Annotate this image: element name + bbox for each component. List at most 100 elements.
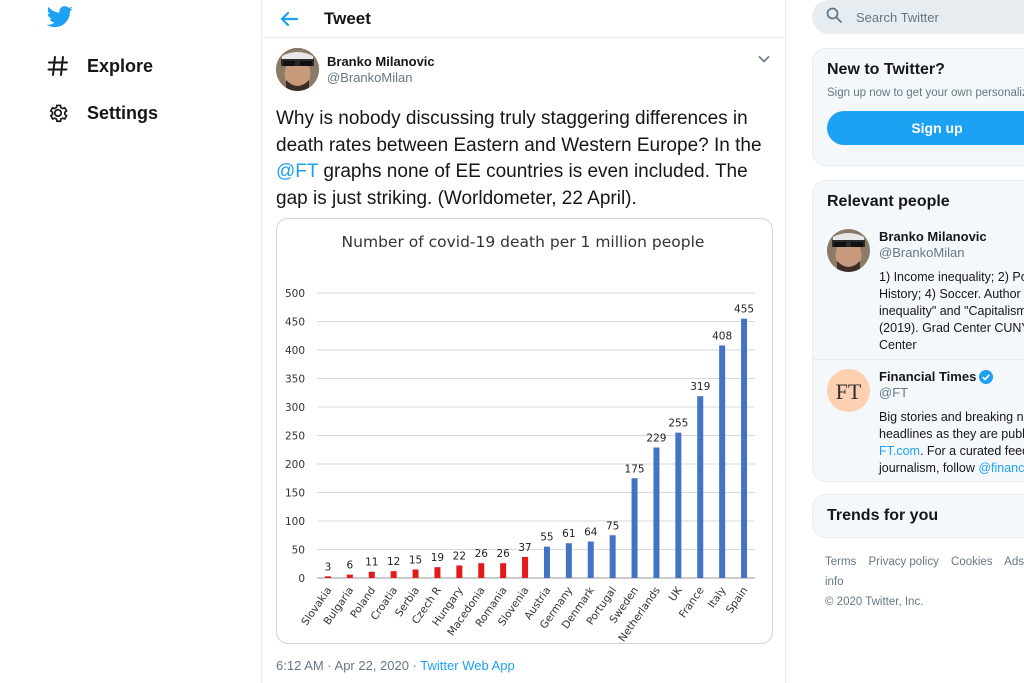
- bio-line: 1) Income inequality; 2) Political philo…: [879, 270, 1024, 284]
- footer-link-privacy[interactable]: Privacy policy: [868, 556, 939, 568]
- y-tick-label: 250: [285, 431, 305, 443]
- bar-spain: [741, 318, 748, 578]
- bar-serbia: [412, 569, 419, 578]
- copyright: © 2020 Twitter, Inc.: [825, 596, 924, 608]
- avatar[interactable]: [827, 229, 870, 272]
- bio-text: . For a curated feed of: [919, 444, 1024, 458]
- bio-line: Center: [879, 338, 917, 352]
- bio-line: inequality" and "Capitalism, Alone": [879, 304, 1024, 318]
- data-label: 6: [347, 560, 354, 572]
- tweet-header: Tweet: [262, 0, 785, 38]
- bar-bulgaria: [346, 574, 353, 578]
- tweet-timestamp[interactable]: 6:12 AM · Apr 22, 2020 ·: [276, 658, 421, 673]
- y-tick-label: 500: [285, 288, 305, 300]
- divider: [813, 359, 1024, 360]
- person-name[interactable]: Branko Milanovic: [879, 229, 987, 244]
- nav-settings-label: Settings: [87, 102, 159, 123]
- data-label: 255: [668, 418, 688, 430]
- person-handle: @BrankoMilan: [879, 245, 965, 260]
- mention-link[interactable]: @FT: [276, 161, 319, 182]
- bar-france: [697, 396, 704, 578]
- hashtag-icon: [46, 54, 70, 78]
- footer-link-ads[interactable]: Ads info: [825, 556, 1024, 588]
- y-tick-label: 100: [285, 516, 305, 528]
- person-bio: 1) Income inequality; 2) Political philo…: [879, 269, 1024, 354]
- twitter-logo-icon[interactable]: [46, 6, 74, 28]
- ft-logo-avatar[interactable]: FT: [827, 369, 870, 412]
- footer-link-cookies[interactable]: Cookies: [951, 556, 993, 568]
- verified-badge-icon: [979, 370, 994, 384]
- tweet-text-part2: graphs none of EE countries is even incl…: [276, 161, 748, 209]
- data-label: 55: [540, 532, 553, 544]
- data-label: 15: [409, 554, 422, 566]
- footer-link-terms[interactable]: Terms: [825, 556, 857, 568]
- trends-title: Trends for you: [827, 507, 939, 524]
- bar-romania: [500, 563, 507, 578]
- bar-denmark: [587, 541, 594, 578]
- y-tick-label: 450: [285, 317, 305, 329]
- data-label: 11: [365, 557, 378, 569]
- bio-link[interactable]: FT.com: [879, 444, 920, 458]
- signup-button[interactable]: Sign up: [827, 111, 1024, 145]
- tweet-text: Why is nobody discussing truly staggerin…: [276, 106, 776, 212]
- bar-portugal: [609, 535, 616, 578]
- search-bar[interactable]: [812, 0, 1024, 34]
- tweet-source[interactable]: Twitter Web App: [420, 658, 515, 673]
- relevant-people-card: Relevant people Branko Milanovic @Branko…: [812, 180, 1024, 482]
- data-label: 26: [496, 548, 510, 560]
- bio-line: Big stories and breaking news: [879, 410, 1024, 424]
- data-label: 64: [584, 527, 598, 539]
- y-tick-label: 0: [298, 573, 305, 585]
- gear-icon: [46, 101, 70, 125]
- person-name[interactable]: Financial Times: [879, 369, 1024, 385]
- footer: Terms Privacy policy Cookies Ads info © …: [825, 552, 1024, 612]
- data-label: 12: [387, 556, 400, 568]
- author-name: Branko Milanovic: [327, 53, 435, 69]
- bar-netherlands: [653, 447, 660, 578]
- bar-chart: Number of covid-19 death per 1 million p…: [285, 233, 755, 643]
- person-handle: @FT: [879, 385, 909, 400]
- bio-line: History; 4) Soccer. Author of "Global: [879, 287, 1024, 301]
- tweet-author[interactable]: Branko Milanovic @BrankoMilan: [276, 48, 435, 91]
- bio-mention[interactable]: @financialtimes: [978, 461, 1024, 475]
- nav-explore[interactable]: Explore: [46, 54, 153, 78]
- right-sidebar: New to Twitter? Sign up now to get your …: [800, 0, 1024, 683]
- data-label: 3: [325, 561, 332, 573]
- search-input[interactable]: [856, 9, 1024, 25]
- data-label: 75: [606, 520, 619, 532]
- main-column: Tweet Branko Milanovic @BrankoMilan Why …: [261, 0, 786, 683]
- data-label: 37: [518, 542, 531, 554]
- chart-title: Number of covid-19 death per 1 million p…: [342, 233, 705, 251]
- new-to-twitter-card: New to Twitter? Sign up now to get your …: [812, 48, 1024, 166]
- tweet-media-chart[interactable]: Number of covid-19 death per 1 million p…: [276, 218, 773, 644]
- person-bio: Big stories and breaking news headlines …: [879, 409, 1024, 477]
- bio-line: journalism, follow @financialtimes: [879, 460, 1024, 477]
- x-tick-label: Spain: [724, 585, 751, 616]
- new-to-twitter-title: New to Twitter?: [827, 61, 945, 78]
- bar-germany: [565, 543, 572, 578]
- trends-card: Trends for you: [812, 494, 1024, 538]
- author-handle: @BrankoMilan: [327, 69, 413, 85]
- nav-settings[interactable]: Settings: [46, 101, 158, 125]
- bar-slovenia: [522, 556, 529, 578]
- data-label: 61: [562, 528, 575, 540]
- new-to-twitter-text: Sign up now to get your own personalized…: [827, 87, 1024, 99]
- bar-italy: [719, 345, 726, 578]
- y-tick-label: 400: [285, 345, 305, 357]
- bio-text: journalism, follow: [879, 461, 979, 475]
- bar-czech-r: [434, 567, 441, 578]
- bar-austria: [543, 546, 550, 578]
- nav-explore-label: Explore: [87, 55, 154, 76]
- avatar[interactable]: [276, 48, 319, 91]
- back-arrow-icon[interactable]: [280, 8, 302, 30]
- y-tick-label: 200: [285, 459, 305, 471]
- chevron-down-icon[interactable]: [757, 52, 771, 66]
- data-label: 175: [625, 463, 645, 475]
- bar-uk: [675, 432, 682, 578]
- person-name-text: Financial Times: [879, 369, 977, 384]
- bar-sweden: [631, 478, 638, 578]
- bar-slovakia: [324, 576, 331, 578]
- relevant-people-title: Relevant people: [827, 193, 950, 210]
- bio-line: headlines as they are published on: [879, 427, 1024, 441]
- y-tick-label: 50: [292, 545, 305, 557]
